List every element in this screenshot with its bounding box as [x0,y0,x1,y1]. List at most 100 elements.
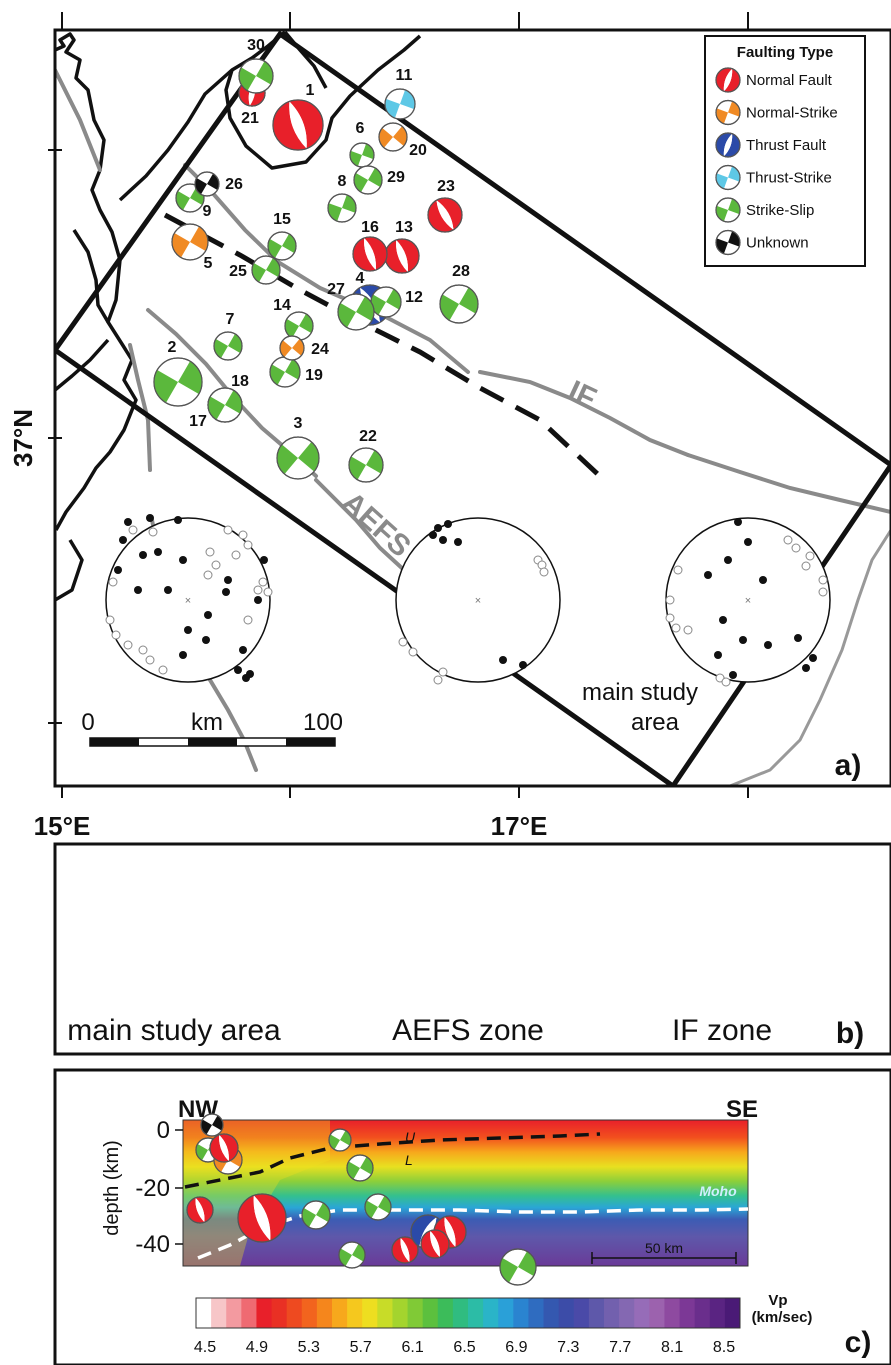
stereonet-label-if: IF zone [672,1014,772,1047]
pole-open [145,655,155,665]
event-label-15: 15 [273,211,291,228]
colorbar-swatch [301,1298,318,1328]
colorbar-swatch [468,1298,484,1328]
svg-text:×: × [185,595,191,607]
colorbar-swatch [573,1298,590,1328]
colorbar-swatch [377,1298,393,1328]
pole-open [243,540,253,550]
pole-open [665,595,675,605]
pole-open [158,665,168,675]
pole-filled [124,518,132,526]
focal-mechanism-7 [213,331,243,361]
section-focal-mechanism-7 [186,1196,214,1224]
colorbar-swatch [332,1298,348,1328]
pole-filled [499,656,507,664]
colorbar-tick-6.1: 6.1 [401,1339,423,1356]
focal-mechanism-15 [267,231,297,261]
legend-label-unknown: Unknown [746,235,809,252]
focal-mechanisms: 1234567891011121314151617181920212223242… [153,37,479,483]
pole-open [211,560,221,570]
panel-c-label: c) [845,1326,872,1359]
event-label-1: 1 [306,82,315,99]
pole-open [683,625,693,635]
focal-mechanism-20 [378,122,408,152]
colorbar-swatch [513,1298,529,1328]
event-label-5: 5 [204,255,213,272]
focal-mechanism-16 [352,236,388,272]
section-focal-mechanism-8 [237,1193,287,1243]
pole-filled [724,556,732,564]
pole-filled [222,588,230,596]
y-tick-0: 0 [157,1117,170,1144]
pole-open [108,577,118,587]
pole-open [231,550,241,560]
stereonet-label-main: main study area [67,1014,281,1047]
legend-label-thrust-strike: Thrust-Strike [746,170,832,187]
pole-open [438,667,448,677]
legend-label-normal-strike: Normal-Strike [746,105,838,122]
colorbar-swatch [347,1298,363,1328]
colorbar-tick-4.9: 4.9 [246,1339,268,1356]
pole-filled [794,634,802,642]
focal-mechanism-24 [279,335,305,361]
section-focal-mechanism-10 [364,1193,392,1221]
colorbar-tick-7.7: 7.7 [609,1339,631,1356]
pole-filled [246,670,254,678]
section-scale-bar: 50 km [591,1240,737,1264]
panel-a-label: a) [835,749,862,782]
pole-open [671,623,681,633]
focal-mechanism-28 [439,284,479,324]
pole-filled [254,596,262,604]
legend-ball-thrust-strike [715,164,741,191]
legend-label-thrust: Thrust Fault [746,137,827,154]
event-label-9: 9 [203,203,212,220]
pole-open [818,587,828,597]
colorbar-swatch [241,1298,257,1328]
colorbar-swatch [649,1298,665,1328]
pole-filled [204,611,212,619]
scale-bar: 0 km 100 [81,709,343,747]
pole-filled [719,616,727,624]
section-focal-mechanism-14 [433,1215,467,1249]
pole-filled [434,524,442,532]
stereonet-if: × [665,517,831,687]
pole-open [398,637,408,647]
legend-ball-unknown [715,229,741,256]
pole-filled [714,651,722,659]
colorbar-tick-4.5: 4.5 [194,1339,216,1356]
pole-open [123,640,133,650]
legend-ball-normal-strike [715,99,741,126]
pole-filled [179,556,187,564]
pole-filled [234,666,242,674]
focal-mechanism-14 [284,311,314,341]
legend-ball-strike [715,197,741,223]
y-tick-20: -20 [135,1175,170,1202]
pole-filled [429,531,437,539]
focal-mechanism-27 [337,293,375,331]
pole-open [818,575,828,585]
pole-open [111,630,121,640]
colorbar-swatch [362,1298,378,1328]
event-label-30: 30 [247,37,265,54]
pole-filled [224,576,232,584]
event-label-26: 26 [225,176,243,193]
pole-filled [454,538,462,546]
colorbar-swatch [211,1298,227,1328]
event-label-20: 20 [409,142,427,159]
colorbar-swatch [498,1298,514,1328]
legend-label-strike: Strike-Slip [746,202,814,219]
pole-open [243,615,253,625]
colorbar-swatch [619,1298,635,1328]
pole-open [433,675,443,685]
colorbar-tick-5.3: 5.3 [298,1339,320,1356]
focal-mechanism-23 [427,197,463,233]
colorbar-swatch [664,1298,681,1328]
section-focal-mechanism-4 [209,1133,239,1163]
legend-ball-thrust [715,132,741,158]
colorbar-swatch [392,1298,409,1328]
colorbar-swatch [196,1298,212,1328]
colorbar-swatch [694,1298,711,1328]
panel-b-label: b) [836,1017,864,1050]
pole-open [539,567,549,577]
section-focal-mechanism-16 [499,1248,537,1286]
